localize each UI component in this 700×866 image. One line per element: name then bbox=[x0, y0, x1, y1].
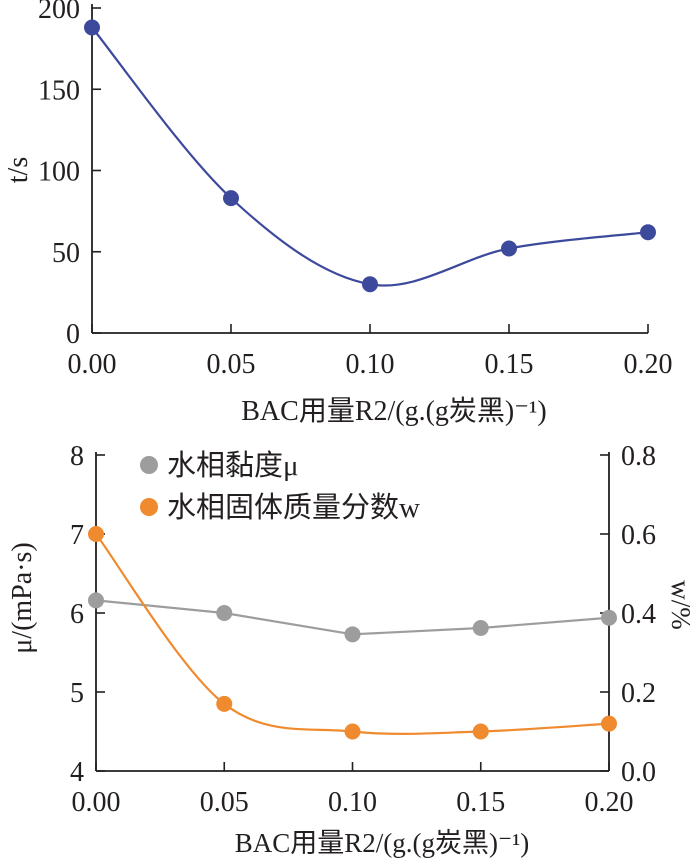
data-point-1-4 bbox=[601, 715, 617, 732]
series-line-0 bbox=[90, 26, 650, 287]
y-right-tick-label: 0.8 bbox=[621, 441, 656, 472]
data-point-0-3 bbox=[501, 240, 517, 257]
data-point-0-4 bbox=[640, 224, 656, 241]
data-point-1-3 bbox=[472, 723, 489, 740]
legend-item-viscosity: 水相黏度μ bbox=[140, 449, 299, 482]
y-tick-label: 100 bbox=[38, 157, 80, 188]
data-point-0-2 bbox=[344, 626, 361, 643]
axes: 0.00 0.05 0.10 0.15 0.20 0 50 100 150 200 bbox=[38, 0, 673, 380]
x-axis-label: BAC用量R2/(g.(g炭黑)⁻¹) bbox=[241, 395, 547, 427]
y-tick-label: 150 bbox=[38, 75, 80, 106]
x-tick-label: 0.15 bbox=[456, 787, 505, 818]
legend-label: 水相固体质量分数w bbox=[167, 491, 420, 524]
data-point-0-3 bbox=[472, 620, 489, 637]
y-tick-label: 4 bbox=[70, 757, 84, 788]
legend-label: 水相黏度μ bbox=[167, 449, 299, 482]
legend-marker-circle bbox=[140, 456, 158, 474]
y-tick-label: 50 bbox=[52, 238, 80, 269]
data-point-0-1 bbox=[223, 190, 239, 207]
y-axis-label: t/s bbox=[3, 157, 34, 183]
data-point-0-4 bbox=[601, 609, 617, 626]
x-tick-label: 0.20 bbox=[585, 787, 634, 818]
x-axis-label: BAC用量R2/(g.(g炭黑)⁻¹) bbox=[235, 828, 530, 858]
data-point-1-1 bbox=[216, 695, 233, 712]
x-tick-label: 0.00 bbox=[68, 349, 117, 380]
y-axis-label-right: w/% bbox=[666, 580, 696, 630]
top-chart: 0.00 0.05 0.10 0.15 0.20 0 50 100 150 200 BAC用量R2… bbox=[3, 0, 673, 427]
data-point-0-0 bbox=[88, 592, 104, 609]
x-tick-label: 0.10 bbox=[328, 787, 377, 818]
y-tick-label: 200 bbox=[38, 0, 80, 25]
x-tick-label: 0.15 bbox=[485, 349, 534, 380]
y-right-tick-label: 0.2 bbox=[621, 678, 656, 709]
data-point-1-2 bbox=[344, 723, 361, 740]
data-point-0-2 bbox=[362, 276, 378, 293]
legend-marker-circle bbox=[140, 498, 158, 516]
y-right-tick-label: 0.4 bbox=[621, 599, 656, 630]
y-tick-label: 5 bbox=[70, 678, 84, 709]
y-tick-label: 8 bbox=[70, 441, 84, 472]
bottom-chart: 0.00 0.05 0.10 0.15 0.20 4 5 6 7 8 0.0 0.2 0.4 0.6 0.8… bbox=[7, 441, 696, 858]
y-tick-label: 0 bbox=[66, 319, 80, 350]
data-point-0-0 bbox=[84, 19, 100, 36]
y-axis-label-left: μ/(mPa·s) bbox=[7, 542, 38, 653]
legend-item-solids-fraction: 水相固体质量分数w bbox=[140, 491, 420, 524]
y-tick-label: 6 bbox=[70, 599, 84, 630]
data-point-0-1 bbox=[216, 605, 233, 621]
axes: 0.00 0.05 0.10 0.15 0.20 4 5 6 7 8 0.0 0.2 0.4 0.6 0.8 bbox=[70, 441, 656, 818]
plot-marks bbox=[88, 526, 617, 740]
y-tick-label: 7 bbox=[70, 520, 84, 551]
data-point-1-0 bbox=[88, 526, 104, 542]
x-tick-label: 0.05 bbox=[207, 349, 256, 380]
legend: 水相黏度μ 水相固体质量分数w bbox=[140, 449, 420, 524]
x-tick-label: 0.20 bbox=[624, 349, 673, 380]
x-tick-label: 0.00 bbox=[72, 787, 121, 818]
y-right-tick-label: 0.0 bbox=[621, 757, 656, 788]
y-right-tick-label: 0.6 bbox=[621, 520, 656, 551]
x-tick-label: 0.05 bbox=[200, 787, 249, 818]
plot-marks bbox=[84, 19, 656, 293]
x-tick-label: 0.10 bbox=[346, 349, 395, 380]
